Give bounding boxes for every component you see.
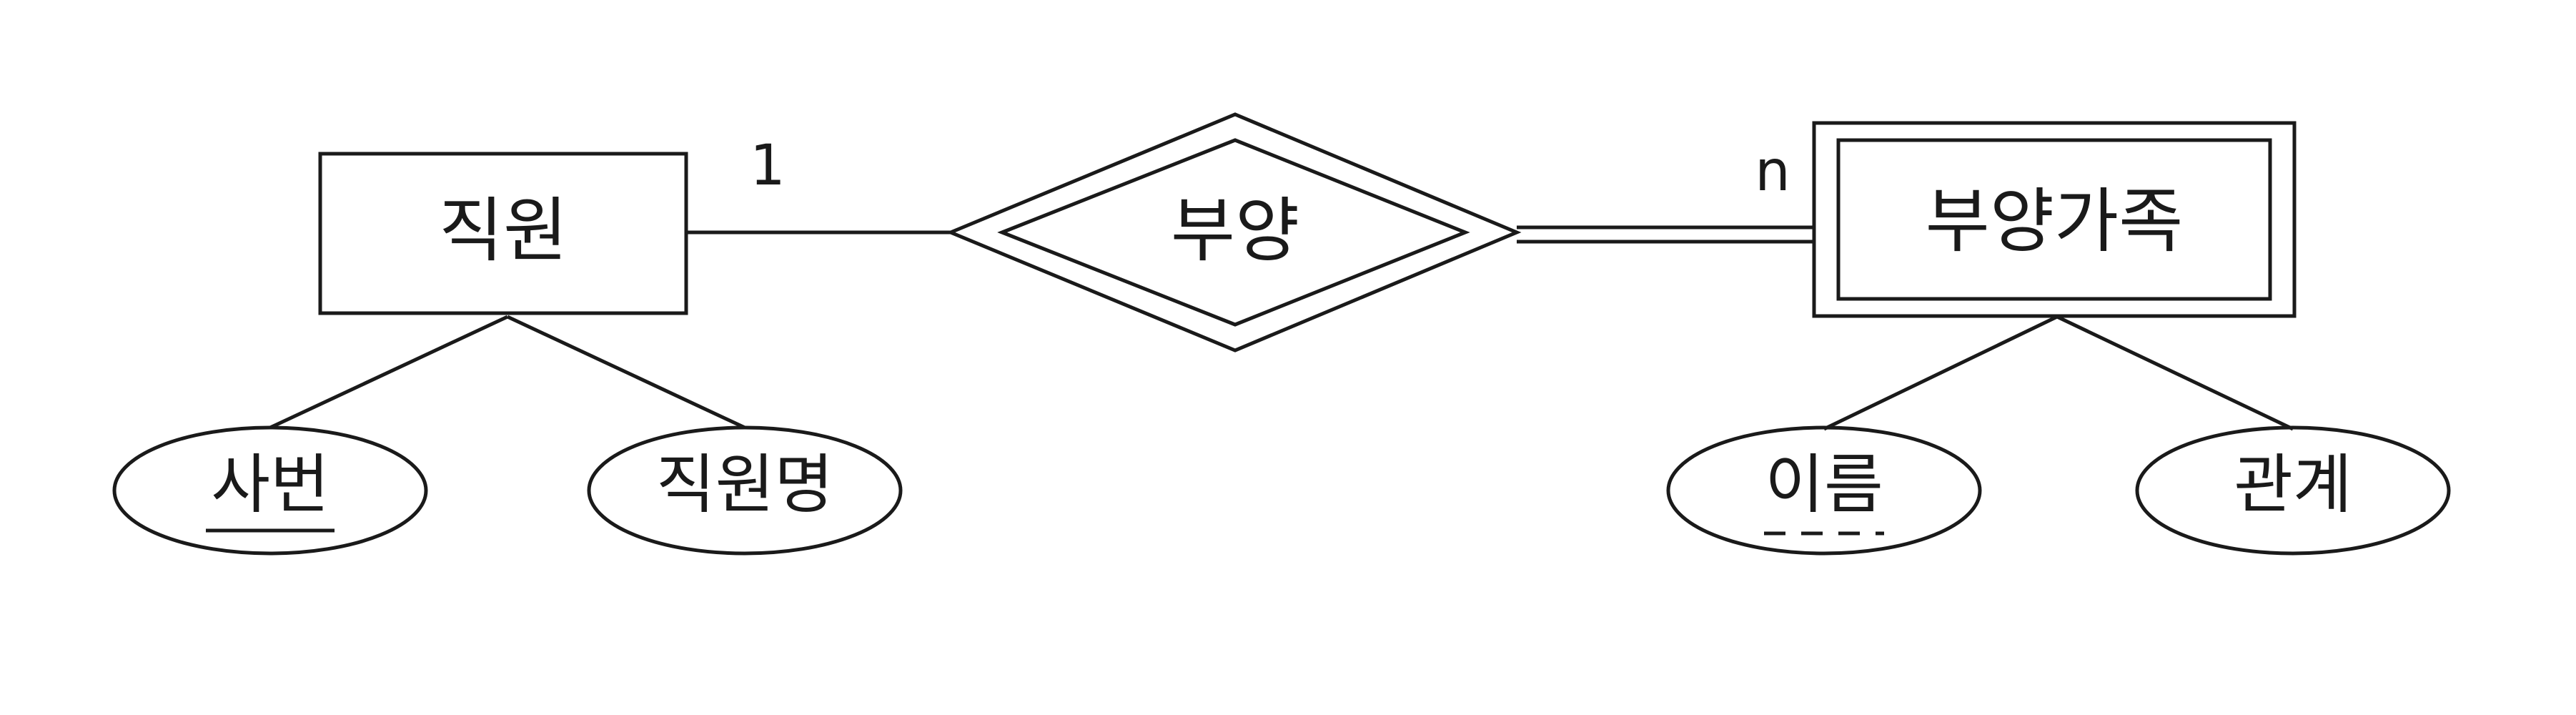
dependency-relationship: 부양 xyxy=(946,112,1522,352)
attribute-employee-id: 사번 xyxy=(112,425,428,556)
attribute-relation: 관계 xyxy=(2135,425,2451,556)
attribute-relation-oval xyxy=(2135,425,2451,556)
attribute-employee-id-oval xyxy=(112,425,428,556)
dependent-entity-label: 부양가족 xyxy=(1926,181,2184,262)
employee-entity-label: 직원 xyxy=(439,190,568,272)
attribute-employee-name-oval xyxy=(587,425,903,556)
cardinality-employee: 1 xyxy=(750,134,786,198)
dependent-entity: 부양가족 xyxy=(1812,121,2297,318)
employee-name-connector xyxy=(506,315,746,430)
cardinality-dependent: n xyxy=(1755,139,1790,204)
attribute-dependent-name-label: 이름 xyxy=(1765,448,1883,523)
relationship-label: 부양 xyxy=(1171,190,1299,272)
employee-entity-box xyxy=(318,152,688,315)
dependent-entity-outer-box xyxy=(1812,121,2297,318)
dependent-name-connector xyxy=(1823,315,2059,431)
relation-connector xyxy=(2056,315,2294,431)
attribute-dependent-name: 이름 xyxy=(1666,425,1982,556)
employee-entity: 직원 xyxy=(318,152,688,315)
attribute-relation-label: 관계 xyxy=(2234,448,2352,523)
attribute-employee-name: 직원명 xyxy=(587,425,903,556)
dependent-entity-inner-box xyxy=(1836,138,2272,301)
relationship-inner-diamond xyxy=(997,138,1470,327)
attribute-dependent-name-oval xyxy=(1666,425,1982,556)
relationship-outer-diamond xyxy=(946,112,1522,352)
attribute-employee-name-label: 직원명 xyxy=(656,448,833,523)
employee-id-connector xyxy=(269,315,509,430)
attribute-employee-id-label: 사번 xyxy=(211,448,330,523)
